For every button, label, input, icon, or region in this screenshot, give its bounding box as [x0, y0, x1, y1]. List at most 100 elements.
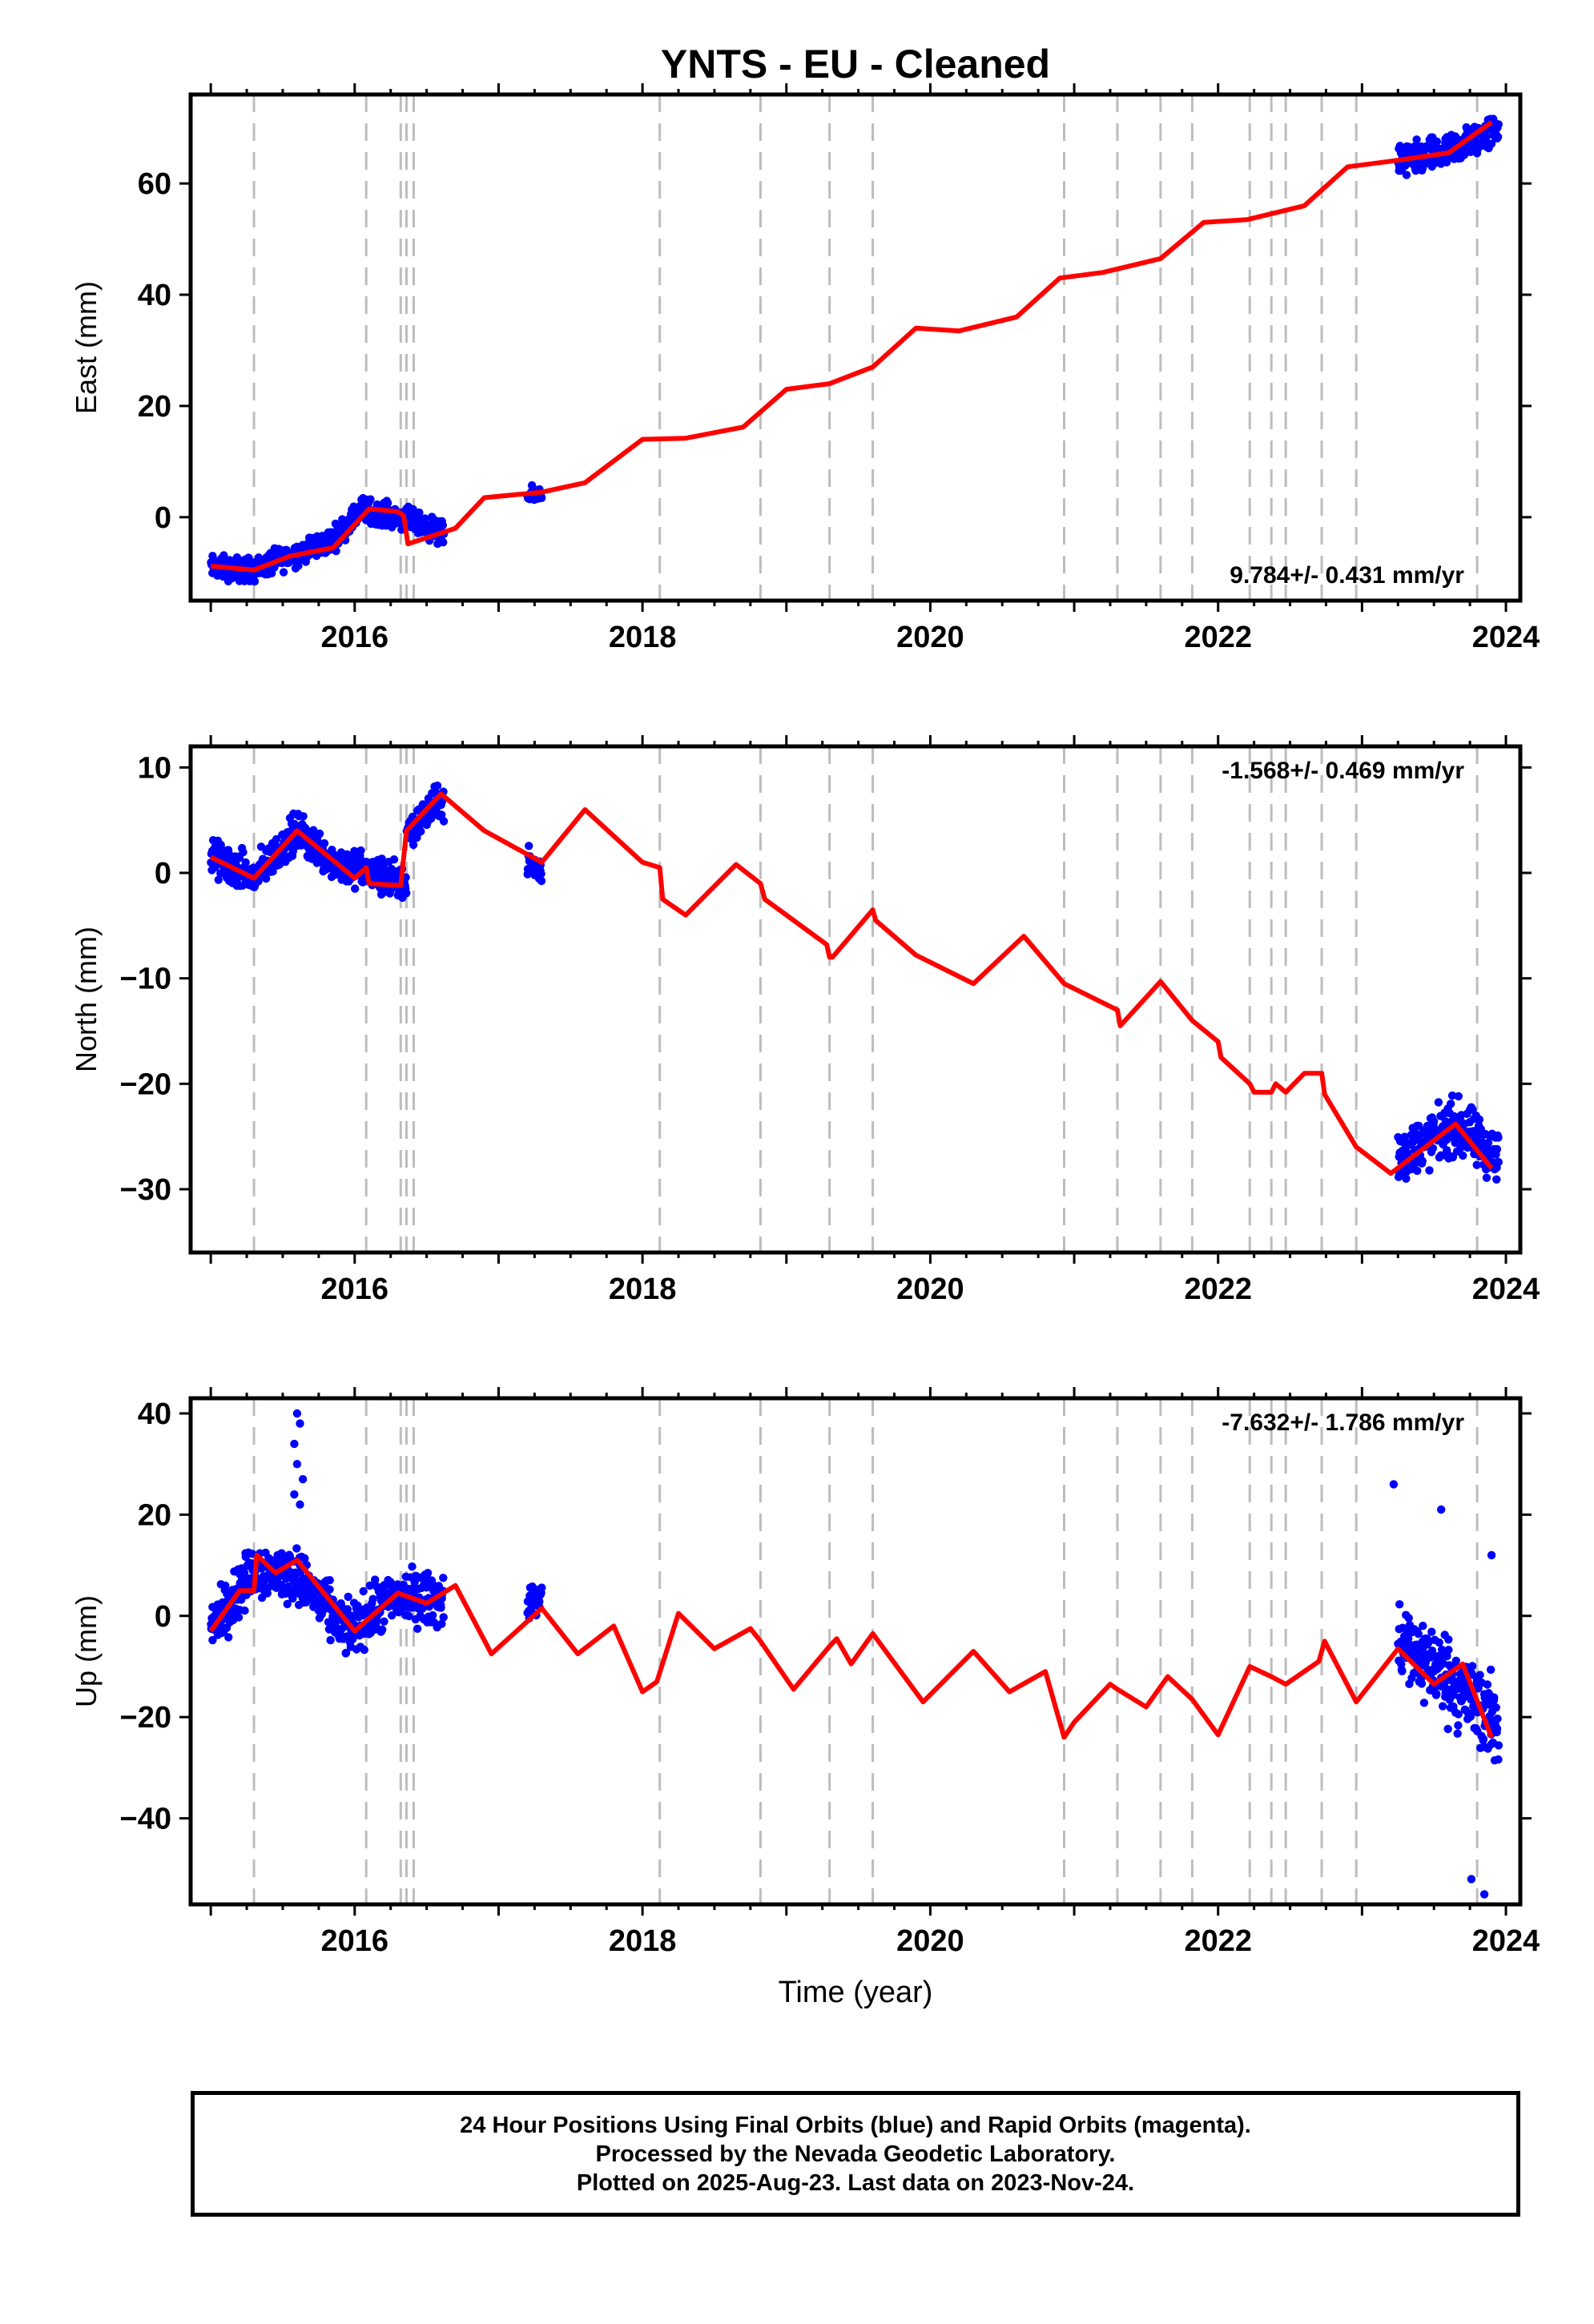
data-point [234, 1613, 244, 1622]
data-point [325, 1585, 334, 1594]
data-point [288, 846, 297, 856]
data-point [283, 1599, 292, 1609]
model-line [209, 791, 1494, 1176]
data-point [1492, 1724, 1502, 1733]
data-point [1444, 1646, 1453, 1655]
data-point [1413, 1166, 1422, 1176]
data-point [1493, 1715, 1502, 1723]
data-point [240, 1568, 249, 1578]
x-tick-label: 2024 [1472, 1273, 1540, 1306]
data-point [320, 838, 329, 848]
x-tick-label: 2020 [896, 621, 964, 654]
data-point [343, 1605, 352, 1614]
y-tick-label: 0 [155, 857, 171, 891]
data-point [296, 1500, 304, 1509]
data-point [351, 884, 360, 893]
data-point [1472, 1160, 1481, 1169]
data-point [1400, 1132, 1409, 1141]
data-point [1494, 1741, 1503, 1750]
footer-line-1: 24 Hour Positions Using Final Orbits (bl… [460, 2112, 1251, 2138]
plot-area [207, 1398, 1503, 1904]
data-point [1432, 137, 1442, 146]
data-point [288, 1594, 297, 1603]
data-point [1454, 1092, 1463, 1101]
data-point [1459, 1151, 1467, 1160]
plot-area [207, 746, 1503, 1252]
data-point [1424, 1638, 1433, 1647]
footer-box: 24 Hour Positions Using Final Orbits (bl… [191, 2091, 1520, 2217]
data-point [1402, 171, 1411, 179]
panel-east: 2016 2018 2020 2022 2024 0 20 40 60 East (mm) 9.78… [70, 83, 1540, 654]
data-point [1492, 1144, 1502, 1154]
data-point [214, 875, 223, 884]
model-line [208, 1552, 1494, 1740]
x-tick-label: 2016 [321, 1924, 389, 1958]
data-point [299, 812, 308, 821]
data-point [423, 1569, 433, 1578]
data-point [1398, 1667, 1407, 1675]
data-point [1483, 1680, 1492, 1689]
data-point [1453, 1729, 1462, 1738]
data-point [437, 1603, 445, 1612]
y-tick-label: 0 [155, 501, 171, 535]
data-point [292, 1460, 302, 1469]
data-point [1454, 1710, 1463, 1719]
data-point [292, 1409, 302, 1418]
data-point [439, 538, 448, 547]
data-point [365, 1581, 374, 1590]
data-point [1482, 133, 1491, 142]
data-point [296, 1419, 304, 1428]
data-point [1414, 1630, 1423, 1638]
data-point [309, 826, 318, 834]
y-tick-label: −10 [120, 963, 171, 996]
y-tick-label: 60 [138, 167, 171, 201]
y-tick-label: −40 [120, 1803, 171, 1836]
x-tick-label: 2022 [1184, 621, 1252, 654]
data-point [240, 1606, 249, 1615]
data-point [1411, 166, 1420, 175]
figure-title: YNTS - EU - Cleaned [661, 42, 1050, 86]
data-point [208, 1635, 217, 1645]
data-point [1454, 1721, 1463, 1730]
x-tick-label: 2024 [1472, 1924, 1540, 1958]
y-tick-label: −20 [120, 1701, 171, 1735]
y-axis-label: Up (mm) [70, 1595, 103, 1707]
y-axis-label: North (mm) [70, 927, 103, 1072]
data-point [1404, 1634, 1413, 1643]
data-point [292, 1544, 301, 1553]
data-point [224, 1633, 233, 1642]
x-tick-label: 2020 [896, 1273, 964, 1306]
data-point [1428, 1144, 1438, 1153]
data-point [380, 1617, 388, 1626]
data-point [1493, 132, 1503, 142]
plot-area [207, 94, 1503, 601]
data-point [359, 1586, 368, 1596]
data-point [1494, 120, 1503, 129]
data-point [439, 1613, 448, 1622]
data-point [250, 577, 260, 586]
data-point [241, 858, 250, 867]
data-point [1443, 1651, 1451, 1661]
data-point [371, 1575, 380, 1584]
y-tick-label: 40 [138, 1397, 171, 1431]
y-tick-label: 20 [138, 390, 171, 424]
velocity-label: -7.632+/- 1.786 mm/yr [1222, 1409, 1464, 1436]
data-point [1427, 1627, 1436, 1636]
plot-frame [188, 744, 1523, 1255]
data-point [1479, 1890, 1489, 1899]
data-point [437, 810, 446, 819]
data-point [1492, 1175, 1501, 1184]
x-tick-label: 2016 [321, 1273, 389, 1306]
plot-frame [188, 92, 1523, 603]
data-point [290, 1439, 299, 1449]
data-point [1443, 1724, 1452, 1734]
data-point [1419, 1622, 1427, 1630]
data-point [239, 848, 248, 857]
data-point [1447, 1091, 1457, 1100]
data-point [1494, 1755, 1503, 1764]
data-point [1430, 1117, 1439, 1126]
data-point [405, 1611, 413, 1621]
y-tick-label: 20 [138, 1498, 171, 1532]
data-point [537, 870, 545, 879]
